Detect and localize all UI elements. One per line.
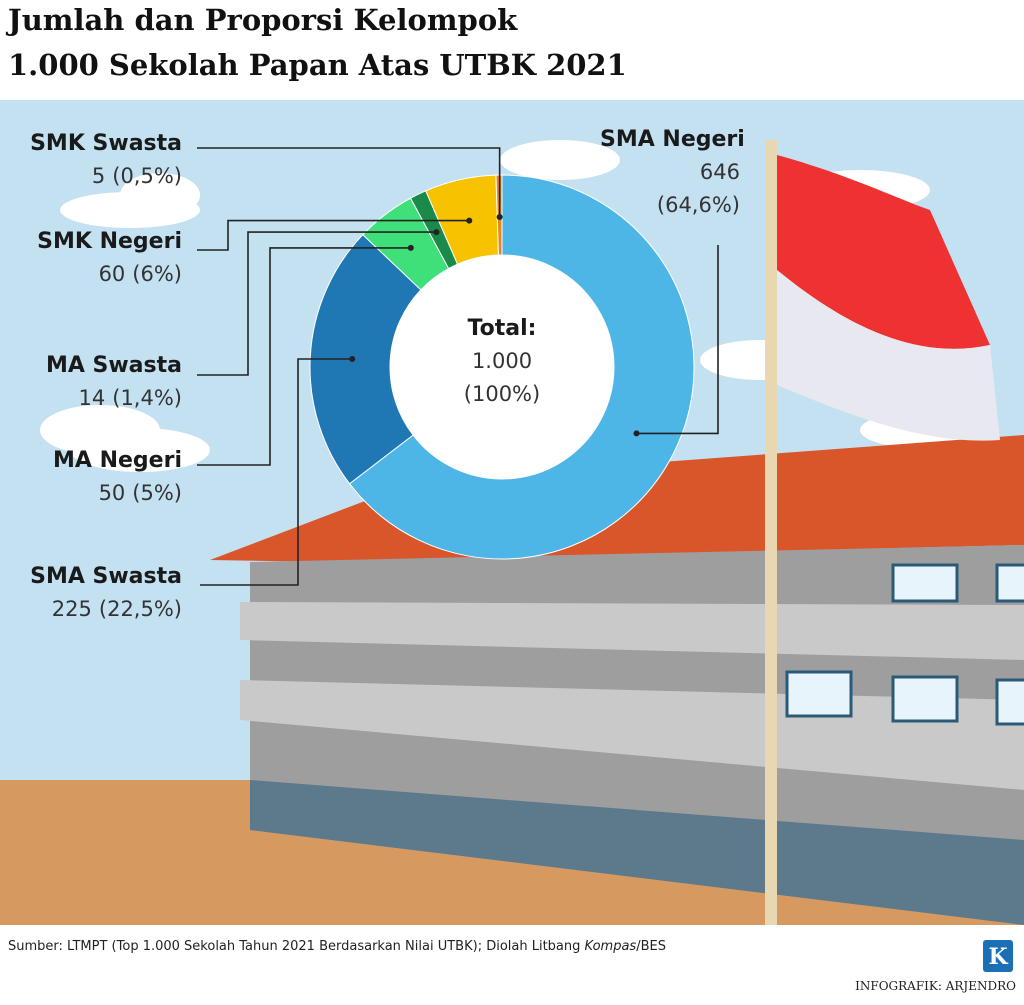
leader-line: [197, 247, 411, 466]
percent-label: (64,6%): [657, 193, 740, 217]
category-label: MA Negeri: [53, 448, 182, 473]
category-label: SMK Negeri: [37, 229, 182, 254]
windows: [785, 563, 1024, 726]
footer: [0, 925, 1024, 1005]
center-label: Total:: [468, 316, 537, 341]
leader-line: [197, 231, 437, 376]
header: [0, 0, 1024, 100]
value-label: 5 (0,5%): [92, 164, 182, 188]
flag-white: [777, 270, 1000, 441]
leader-dot: [407, 244, 414, 251]
category-label: MA Swasta: [46, 353, 182, 378]
source-italic: Kompas: [585, 939, 637, 954]
value-label: 225 (22,5%): [52, 597, 182, 621]
value-label: 60 (6%): [99, 262, 182, 286]
leader-line: [200, 358, 353, 586]
leader-dot: [496, 214, 503, 221]
value: 14: [79, 386, 106, 410]
leader-line: [636, 245, 719, 435]
category-label: SMA Swasta: [30, 564, 182, 589]
logo-box: [983, 940, 1013, 972]
percent-label: (0,5%): [112, 164, 182, 188]
title: Jumlah dan Proporsi Kelompok: [5, 3, 518, 37]
source-prefix: Sumber: LTMPT (Top 1.000 Sekolah Tahun 2…: [8, 939, 585, 954]
center-value: 1.000: [472, 349, 532, 373]
credit: INFOGRAFIK: ARJENDRO: [855, 979, 1016, 993]
foundation: [250, 780, 1024, 925]
source: Sumber: LTMPT (Top 1.000 Sekolah Tahun 2…: [8, 939, 666, 954]
value: 5: [92, 164, 105, 188]
value: 60: [99, 262, 126, 286]
title: 1.000 Sekolah Papan Atas UTBK 2021: [8, 48, 627, 82]
percent-label: (22,5%): [99, 597, 182, 621]
donut-segment: [348, 174, 695, 560]
percent-label: (1,4%): [112, 386, 182, 410]
flagpole: [765, 140, 777, 925]
value: 225: [52, 597, 92, 621]
leader-dot: [349, 355, 356, 362]
category-label: SMK Swasta: [30, 131, 182, 156]
leader-line: [197, 219, 470, 251]
value: 50: [99, 481, 126, 505]
logo: K: [988, 944, 1008, 970]
category-label: SMA Negeri: [600, 127, 745, 152]
flag-red: [777, 155, 990, 349]
leader-dot: [466, 217, 473, 224]
value-label: 14 (1,4%): [79, 386, 182, 410]
leader-dot: [633, 430, 640, 437]
donut-hole: [390, 255, 614, 479]
donut: [309, 174, 695, 560]
value-label: 646: [700, 160, 740, 184]
percent-label: (5%): [132, 481, 182, 505]
value-label: 50 (5%): [99, 481, 182, 505]
source-suffix: /BES: [636, 939, 666, 954]
leader-line: [197, 147, 501, 218]
center-percent: (100%): [464, 382, 540, 406]
balcony: [240, 602, 1024, 660]
leader-dot: [433, 229, 440, 236]
percent-label: (6%): [132, 262, 182, 286]
